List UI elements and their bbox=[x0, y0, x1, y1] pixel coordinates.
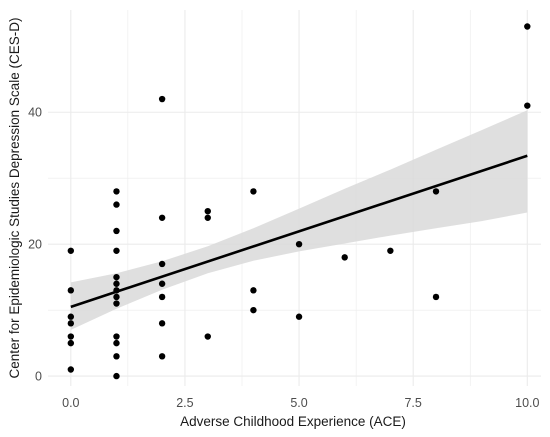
x-axis-title: Adverse Childhood Experience (ACE) bbox=[180, 414, 406, 429]
data-point bbox=[158, 280, 166, 287]
data-point bbox=[113, 188, 120, 195]
trend-line-layer bbox=[70, 154, 528, 309]
confidence-band bbox=[70, 110, 528, 330]
data-point bbox=[113, 339, 120, 347]
data-point bbox=[250, 306, 257, 314]
x-tick-label: 5.0 bbox=[290, 396, 307, 410]
data-point bbox=[204, 333, 211, 340]
trend-line bbox=[70, 154, 528, 309]
data-point bbox=[295, 313, 303, 320]
x-tick-label: 0.0 bbox=[62, 396, 79, 410]
data-point bbox=[524, 102, 531, 109]
data-point bbox=[432, 188, 440, 195]
data-point bbox=[67, 287, 75, 294]
data-point bbox=[158, 214, 166, 221]
y-tick-label: 20 bbox=[28, 238, 42, 252]
data-point bbox=[113, 333, 120, 340]
data-point bbox=[158, 320, 166, 327]
confidence-band-layer bbox=[70, 110, 528, 330]
data-point bbox=[250, 287, 257, 294]
y-tick-label: 0 bbox=[35, 370, 42, 384]
y-tick-labels: 0 20 40 bbox=[28, 106, 42, 384]
data-point bbox=[250, 188, 257, 195]
data-point bbox=[432, 293, 440, 301]
data-point bbox=[158, 95, 166, 103]
data-point bbox=[158, 293, 166, 301]
data-point bbox=[67, 320, 75, 327]
data-point bbox=[387, 247, 394, 254]
data-point bbox=[113, 280, 120, 287]
data-point bbox=[113, 227, 120, 235]
x-tick-label: 7.5 bbox=[404, 396, 421, 410]
x-tick-labels: 0.0 2.5 5.0 7.5 10.0 bbox=[62, 396, 539, 410]
data-point bbox=[204, 207, 211, 215]
data-point bbox=[113, 300, 120, 307]
data-point bbox=[67, 313, 75, 320]
data-point bbox=[113, 353, 120, 360]
data-point bbox=[67, 247, 75, 254]
data-point bbox=[158, 353, 166, 360]
data-point bbox=[204, 214, 211, 221]
data-point bbox=[113, 372, 120, 380]
y-axis-title: Center for Epidemiologic Studies Depress… bbox=[7, 18, 22, 379]
data-point bbox=[67, 366, 75, 373]
x-tick-label: 10.0 bbox=[515, 396, 539, 410]
data-point bbox=[113, 273, 120, 281]
data-point bbox=[524, 23, 531, 30]
y-tick-label: 40 bbox=[28, 106, 42, 120]
data-point bbox=[67, 333, 75, 340]
data-point bbox=[67, 339, 75, 347]
data-point bbox=[113, 293, 120, 301]
data-point bbox=[295, 240, 303, 248]
data-point bbox=[113, 201, 120, 208]
data-point bbox=[113, 247, 120, 254]
data-point bbox=[158, 260, 166, 268]
x-tick-label: 2.5 bbox=[176, 396, 193, 410]
data-point bbox=[341, 254, 348, 261]
